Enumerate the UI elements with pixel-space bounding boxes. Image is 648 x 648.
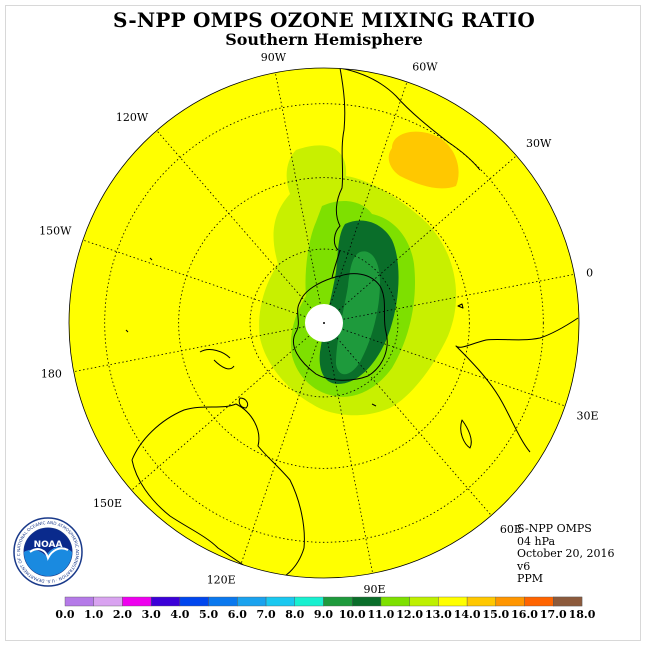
longitude-label: 60W	[412, 60, 438, 73]
colorbar-swatch	[265, 596, 295, 607]
map-border	[68, 67, 580, 579]
longitude-label: 0	[586, 266, 593, 279]
colorbar-label: 2.0	[113, 608, 132, 621]
colorbar-swatch	[150, 596, 181, 607]
colorbar-label: 4.0	[170, 608, 189, 621]
figure-frame	[5, 5, 641, 641]
meridian-line	[274, 72, 325, 324]
coast-island-1	[457, 303, 464, 309]
colorbar-label: 1.0	[84, 608, 103, 621]
info-units: PPM	[517, 572, 544, 586]
longitude-label: 60E	[500, 523, 522, 536]
colorbar-label: 0.0	[55, 608, 74, 621]
colorbar-label: 6.0	[228, 608, 247, 621]
colorbar-label: 11.0	[368, 608, 395, 621]
map-subtitle: Southern Hemisphere	[225, 30, 423, 49]
info-date: October 20, 2016	[517, 547, 615, 561]
coast-island-2	[125, 329, 129, 333]
longitude-label: 30W	[526, 137, 552, 150]
longitude-labels: 90W 60W 30W 0 30E 60E 90E 120E 150E 180 150W 120W	[39, 51, 598, 596]
colorbar-swatch	[237, 596, 267, 607]
coast-madagascar	[460, 419, 472, 449]
colorbar-swatch	[294, 596, 324, 607]
colorbar-label: 13.0	[425, 608, 452, 621]
colorbar-swatch	[553, 596, 583, 607]
colorbar-swatch	[524, 596, 554, 607]
meridian-line	[131, 322, 325, 491]
colorbar-label: 8.0	[285, 608, 304, 621]
coast-new-zealand	[199, 349, 235, 370]
meridian-line	[240, 322, 325, 565]
colorbar-swatch	[208, 596, 238, 607]
latitude-circle	[104, 103, 544, 543]
longitude-label: 150W	[39, 225, 72, 238]
coast-africa	[455, 317, 579, 453]
colorbar-label: 17.0	[540, 608, 567, 621]
meridian-line	[323, 322, 566, 407]
colorbar-swatch	[64, 596, 94, 607]
info-level: 04 hPa	[517, 534, 556, 548]
coast-antarctic-peninsula	[331, 249, 341, 279]
info-version: v6	[517, 559, 531, 573]
colorbar-label: 7.0	[256, 608, 275, 621]
meridian-line	[323, 322, 374, 574]
meridian-line	[323, 81, 408, 324]
colorbar-label: 3.0	[142, 608, 161, 621]
colorbar-swatch	[380, 596, 410, 607]
ozone-field-14-patch	[388, 131, 459, 189]
colorbar-swatch	[495, 596, 525, 607]
south-pole-marker	[323, 322, 325, 324]
longitude-label: 90E	[364, 583, 386, 596]
longitude-label: 150E	[93, 497, 122, 510]
meridian-line	[82, 239, 325, 324]
coast-australia	[131, 403, 305, 578]
colorbar-label: 18.0	[569, 608, 596, 621]
colorbar-swatch	[409, 596, 439, 607]
coast-antarctica	[293, 273, 388, 381]
meridian-line	[156, 130, 325, 324]
colorbar-label: 15.0	[482, 608, 509, 621]
longitude-label: 120E	[207, 574, 236, 587]
longitude-label: 90W	[261, 51, 287, 64]
meridian-line	[323, 322, 492, 516]
colorbar-label: 5.0	[199, 608, 218, 621]
noaa-logo: NOAA NATIONAL OCEANIC AND ATMOSPHERIC AD…	[12, 516, 83, 587]
colorbar-swatch	[352, 596, 382, 607]
colorbar-swatch	[323, 596, 353, 607]
colorbar-swatch	[438, 596, 468, 607]
coast-island-3	[371, 403, 377, 407]
longitude-label: 180	[41, 368, 62, 381]
coast-tasmania	[238, 397, 249, 409]
meridian-line	[323, 155, 517, 324]
colorbar-label: 10.0	[339, 608, 366, 621]
graticule	[73, 72, 575, 574]
colorbar: 0.0 1.0 2.0 3.0 4.0 5.0 6.0 7.0 8.0 9.0 10.0 11.0 12…	[55, 596, 596, 621]
product-info: S-NPP OMPS 04 hPa October 20, 2016 v6 PP…	[517, 522, 615, 586]
longitude-label: 30E	[577, 409, 599, 422]
coast-island-4	[149, 257, 153, 261]
colorbar-swatch	[93, 596, 123, 607]
noaa-logo-sea	[24, 547, 72, 576]
noaa-logo-bird	[29, 547, 69, 561]
colorbar-swatch	[466, 596, 497, 607]
longitude-label: 120W	[116, 111, 149, 124]
meridian-line	[73, 322, 325, 373]
latitude-circle	[249, 248, 399, 398]
info-product: S-NPP OMPS	[517, 522, 592, 535]
colorbar-label: 9.0	[314, 608, 333, 621]
colorbar-swatch	[122, 596, 152, 607]
latitude-circle	[178, 177, 470, 469]
colorbar-swatch	[179, 596, 209, 607]
meridian-line	[323, 273, 575, 324]
colorbar-label: 12.0	[396, 608, 423, 621]
map-title: S-NPP OMPS OZONE MIXING RATIO	[113, 8, 535, 32]
colorbar-label: 16.0	[511, 608, 538, 621]
ozone-field-9	[336, 251, 380, 375]
noaa-logo-text: NOAA	[34, 540, 63, 550]
colorbar-label: 14.0	[454, 608, 481, 621]
